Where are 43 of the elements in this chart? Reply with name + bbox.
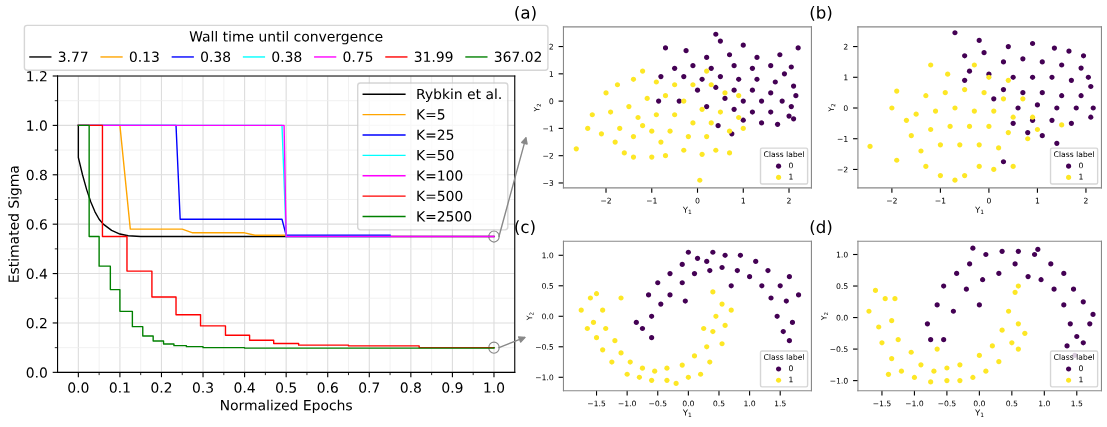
chart-title: (b) [810, 5, 832, 21]
chart-title: (a) [515, 5, 536, 21]
y-tick-label: 0.2 [26, 317, 47, 329]
x-tick-label: 0.0 [68, 382, 89, 393]
x-axis-title: Y$_{1}$ [682, 409, 692, 417]
text: 0.38 [272, 51, 302, 63]
y-axis-title: Estimated Sigma [8, 166, 22, 282]
legend-label: Rybkin et al. [417, 88, 501, 102]
x-axis-title: Y$_{1}$ [975, 206, 984, 215]
text: 3.77 [58, 51, 88, 63]
legend-label: K=50 [417, 149, 454, 161]
legend-label: K=500 [417, 190, 463, 202]
legend-title: Wall time until convergence [189, 30, 383, 45]
y-tick-label: 0.4 [26, 268, 48, 280]
text: 0.38 [201, 51, 231, 63]
x-tick-label: 0.5 [276, 382, 296, 393]
y-tick-label: 1.0 [27, 120, 47, 131]
chart-title: (c) [515, 220, 535, 236]
x-tick-label: 0.7 [359, 382, 380, 393]
x-tick-label: 1.0 [484, 382, 505, 393]
x-axis-title: Normalized Epochs [221, 399, 352, 414]
text: 31.99 [414, 51, 453, 63]
text: 0.13 [129, 51, 159, 63]
y-tick-label: 0.6 [26, 219, 47, 230]
legend-label: K=100 [417, 170, 463, 181]
text: 367.02 [494, 51, 541, 63]
y-tick-label: 1.2 [27, 70, 47, 82]
x-tick-label: 0.2 [151, 382, 172, 393]
legend-label: K=25 [417, 129, 454, 141]
text: 0.75 [343, 51, 373, 63]
x-axis-title: Y$_{1}$ [682, 206, 692, 215]
y-tick-label: 0.0 [26, 367, 47, 378]
legend-label: K=5 [417, 109, 445, 120]
x-tick-label: 0.9 [442, 382, 463, 393]
x-axis-title: Y$_{1}$ [975, 409, 984, 417]
x-tick-label: 0.1 [109, 382, 130, 393]
chart-title: (d) [810, 220, 832, 236]
x-tick-label: 0.4 [234, 382, 255, 393]
x-tick-label: 0.6 [317, 382, 338, 393]
x-tick-label: 0.8 [400, 382, 421, 393]
x-tick-label: 0.3 [192, 382, 213, 393]
legend-label: K=2500 [417, 211, 472, 222]
y-tick-label: 0.8 [26, 169, 47, 181]
